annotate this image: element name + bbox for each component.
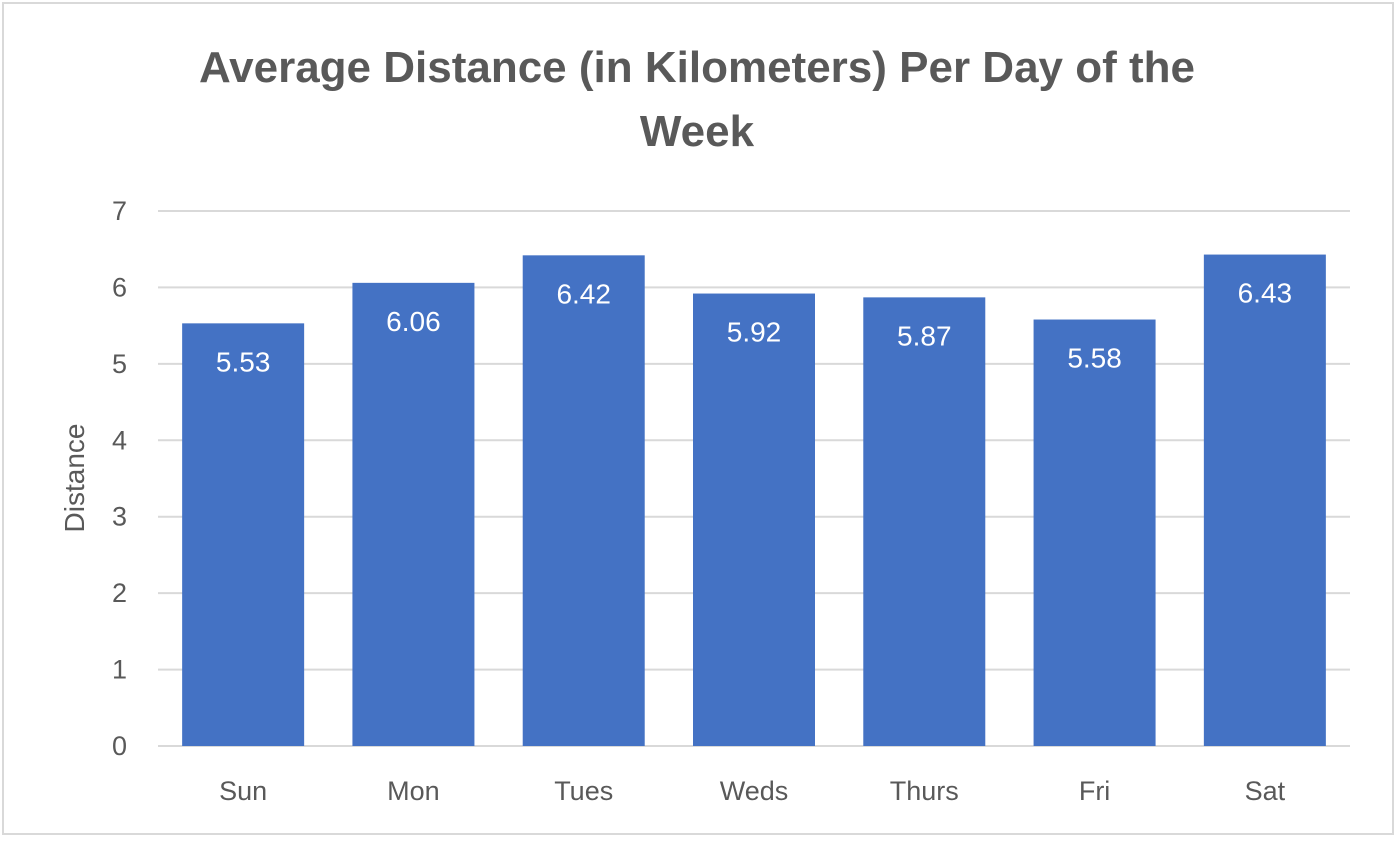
bars [182,254,1326,747]
bar-mon [352,282,475,746]
y-tick-label: 7 [112,196,127,226]
data-label: 5.53 [216,346,271,377]
bar-sat [1203,254,1326,747]
x-tick-label: Sat [1245,776,1286,806]
x-tick-label: Sun [219,776,267,806]
data-label: 6.42 [556,278,611,309]
data-labels: 5.53 6.06 6.42 5.92 5.87 5.58 6.43 [216,278,1292,378]
y-axis-label: Distance [59,424,90,533]
x-axis-ticks: Sun Mon Tues Weds Thurs Fri Sat [219,776,1285,806]
y-tick-label: 3 [112,502,127,532]
y-tick-label: 0 [112,731,127,761]
y-axis-ticks: 0 1 2 3 4 5 6 7 [112,196,127,761]
bar-sun [182,323,305,746]
y-tick-label: 6 [112,272,127,302]
y-tick-label: 1 [112,655,127,685]
bar-tues [522,255,645,747]
data-label: 5.58 [1067,343,1122,374]
chart-title-line-2: Week [640,107,755,156]
x-tick-label: Mon [387,776,440,806]
x-tick-label: Fri [1079,776,1110,806]
data-label: 5.92 [727,317,782,348]
bar-fri [1033,319,1156,746]
chart-title-line-1: Average Distance (in Kilometers) Per Day… [199,43,1195,92]
bar-thurs [863,297,986,746]
data-label: 6.06 [386,306,441,337]
x-tick-label: Thurs [890,776,959,806]
x-tick-label: Weds [720,776,789,806]
data-label: 6.43 [1238,278,1293,309]
y-tick-label: 5 [112,349,127,379]
y-tick-label: 4 [112,425,127,455]
y-tick-label: 2 [112,578,127,608]
x-tick-label: Tues [554,776,613,806]
data-label: 5.87 [897,320,952,351]
bar-weds [693,293,815,746]
